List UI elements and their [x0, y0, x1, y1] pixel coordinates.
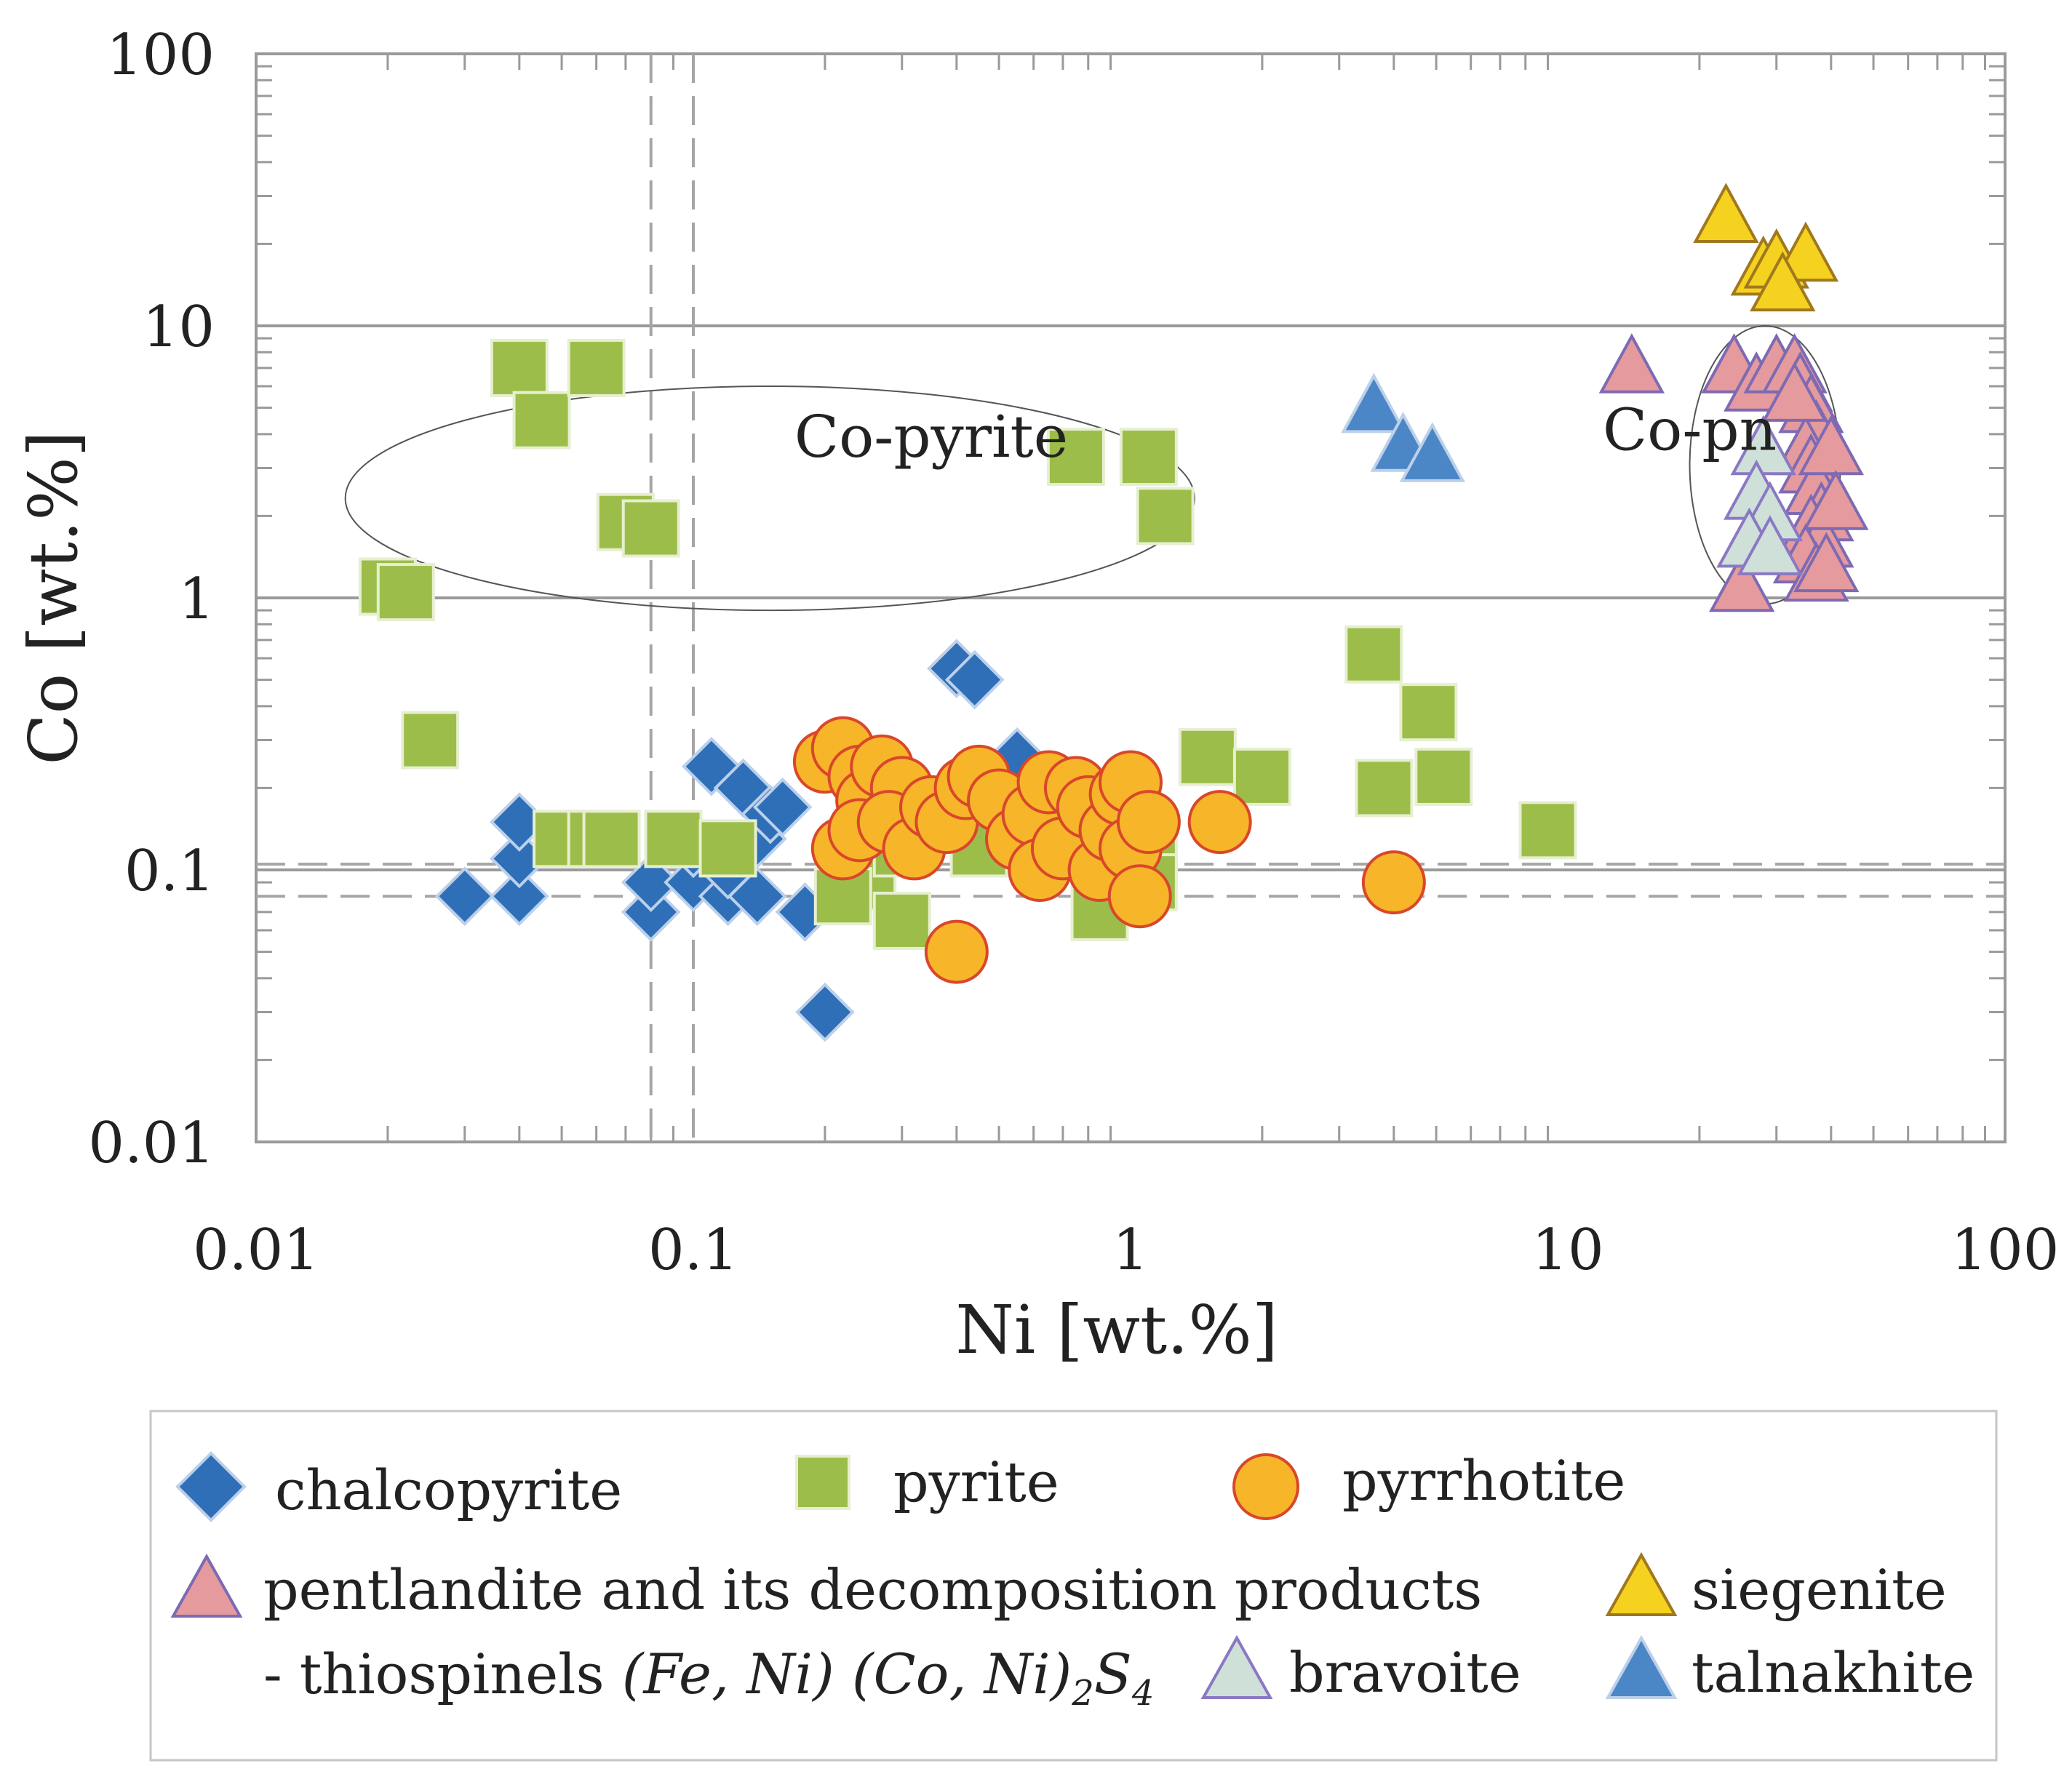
annotation-co-pn: Co-pn	[1603, 396, 1777, 464]
legend-item-pyrite: pyrite	[795, 1450, 1059, 1514]
legend-marker-pyrrhotite	[1232, 1453, 1299, 1520]
annotation-co-pyrite: Co-pyrite	[794, 403, 1068, 471]
legend-label-pyrite: pyrite	[893, 1450, 1059, 1514]
legend-label-talnakhite: talnakhite	[1692, 1640, 1975, 1705]
x-tick-label-10: 10	[1531, 1218, 1603, 1283]
pyrite-point	[1344, 625, 1403, 684]
legend-label-pentlandite-line1: pentlandite and its decomposition produc…	[263, 1557, 1482, 1622]
y-tick-label-10: 10	[143, 295, 215, 360]
chalcopyrite-point	[944, 650, 1005, 710]
pentlandite-point	[1761, 361, 1828, 422]
pyrrhotite-point	[924, 919, 989, 984]
legend-label-pentlandite-line2: - thiospinels (Fe, Ni) (Co, Ni)2S4	[263, 1642, 1154, 1714]
pyrrhotite-point	[1116, 790, 1181, 855]
legend-box	[149, 1410, 1998, 1762]
pentlandite-point	[1708, 551, 1775, 612]
x-tick-label-0.01: 0.01	[193, 1218, 319, 1283]
legend-item-siegenite: siegenite	[1605, 1551, 1947, 1622]
legend-formula: (Fe, Ni) (Co, Ni)	[622, 1642, 1072, 1706]
pyrite-point	[490, 338, 549, 397]
siegenite-point	[1750, 251, 1816, 312]
legend-marker-bravoite	[1200, 1634, 1273, 1699]
series-bravoite	[1716, 415, 1804, 575]
x-tick-label-0.1: 0.1	[648, 1218, 738, 1283]
chalcopyrite-point	[795, 982, 855, 1042]
legend-marker-chalcopyrite	[175, 1451, 247, 1522]
pyrite-point	[1136, 487, 1195, 546]
pyrite-point	[1119, 428, 1178, 487]
y-tick-label-0.01: 0.01	[88, 1111, 215, 1176]
legend-marker-pyrite	[795, 1455, 850, 1510]
chalcopyrite-point	[727, 866, 787, 927]
pentlandite-point	[1798, 415, 1865, 476]
siegenite-point	[1693, 183, 1759, 243]
pyrite-point	[582, 810, 641, 868]
dashed-reference-lines	[256, 54, 2005, 1142]
legend-item-pentlandite: pentlandite and its decomposition produc…	[170, 1553, 1482, 1714]
x-tick-labels: 0.01 0.1 1 10 100	[193, 1218, 2059, 1283]
y-axis-title: Co [wt.%]	[15, 431, 92, 764]
pyrite-point	[698, 819, 757, 878]
chalcopyrite-point	[434, 866, 495, 927]
legend-item-chalcopyrite: chalcopyrite	[175, 1451, 622, 1522]
y-tick-label-1: 1	[178, 567, 215, 632]
legend-label-thiospinels: - thiospinels	[263, 1642, 622, 1706]
pyrrhotite-point	[1187, 790, 1252, 855]
pyrrhotite-point	[1107, 864, 1172, 929]
legend-label-chalcopyrite: chalcopyrite	[275, 1458, 622, 1522]
legend-label-bravoite: bravoite	[1289, 1640, 1521, 1705]
annotations: Co-pyrite Co-pn	[794, 396, 1777, 471]
legend-item-pyrrhotite: pyrrhotite	[1232, 1448, 1625, 1520]
pyrite-point	[512, 391, 571, 450]
pyrite-point	[1178, 727, 1237, 786]
legend-formula-sub-4: 4	[1131, 1673, 1155, 1714]
talnakhite-point	[1399, 422, 1465, 482]
legend-formula-s: S	[1094, 1642, 1132, 1706]
legend-label-pyrrhotite: pyrrhotite	[1342, 1448, 1625, 1513]
y-tick-labels: 0.01 0.1 1 10 100	[88, 23, 215, 1176]
chalcopyrite-point	[490, 866, 549, 927]
pyrite-point	[567, 338, 626, 397]
pyrite-point	[872, 891, 931, 950]
x-tick-label-100: 100	[1951, 1218, 2060, 1283]
pyrite-point	[621, 499, 680, 558]
region-co-pyrite	[344, 385, 1195, 612]
pyrite-point	[644, 810, 703, 868]
pyrite-point	[1518, 801, 1577, 860]
pyrrhotite-point	[1361, 850, 1426, 915]
talnakhite-point	[1341, 372, 1407, 433]
pyrite-point	[401, 711, 460, 770]
legend-label-siegenite: siegenite	[1692, 1557, 1947, 1622]
pentlandite-point	[1598, 333, 1665, 393]
series-pyrrhotite	[792, 716, 1426, 984]
pentlandite-point	[1793, 532, 1860, 593]
pyrite-point	[1232, 747, 1291, 806]
chalcopyrite-point	[621, 852, 681, 912]
y-tick-label-100: 100	[106, 23, 215, 88]
pyrite-point	[1046, 428, 1105, 487]
bravoite-point	[1737, 515, 1804, 575]
legend-marker-siegenite	[1605, 1551, 1678, 1616]
legend-marker-pentlandite	[170, 1553, 243, 1618]
legend-item-bravoite: bravoite	[1200, 1634, 1521, 1705]
x-tick-label-1: 1	[1112, 1218, 1149, 1283]
pyrite-point	[376, 563, 435, 622]
pyrite-point	[1355, 759, 1414, 818]
legend-item-talnakhite: talnakhite	[1605, 1634, 1975, 1705]
data-points	[358, 183, 1869, 1042]
chalcopyrite-point	[752, 777, 813, 837]
legend: chalcopyrite pyrite pyrrhotite pentlandi…	[149, 1410, 1998, 1762]
x-axis-title: Ni [wt.%]	[955, 1291, 1278, 1369]
pyrite-point	[1399, 683, 1458, 742]
series-talnakhite	[1341, 372, 1465, 482]
series-siegenite	[1693, 183, 1839, 312]
legend-formula-sub-2: 2	[1071, 1673, 1094, 1714]
legend-marker-talnakhite	[1605, 1634, 1678, 1699]
minor-ticks	[256, 54, 2005, 1142]
pyrite-point	[1414, 747, 1473, 806]
y-tick-label-0.1: 0.1	[124, 839, 215, 904]
pentlandite-point	[1803, 470, 1869, 530]
